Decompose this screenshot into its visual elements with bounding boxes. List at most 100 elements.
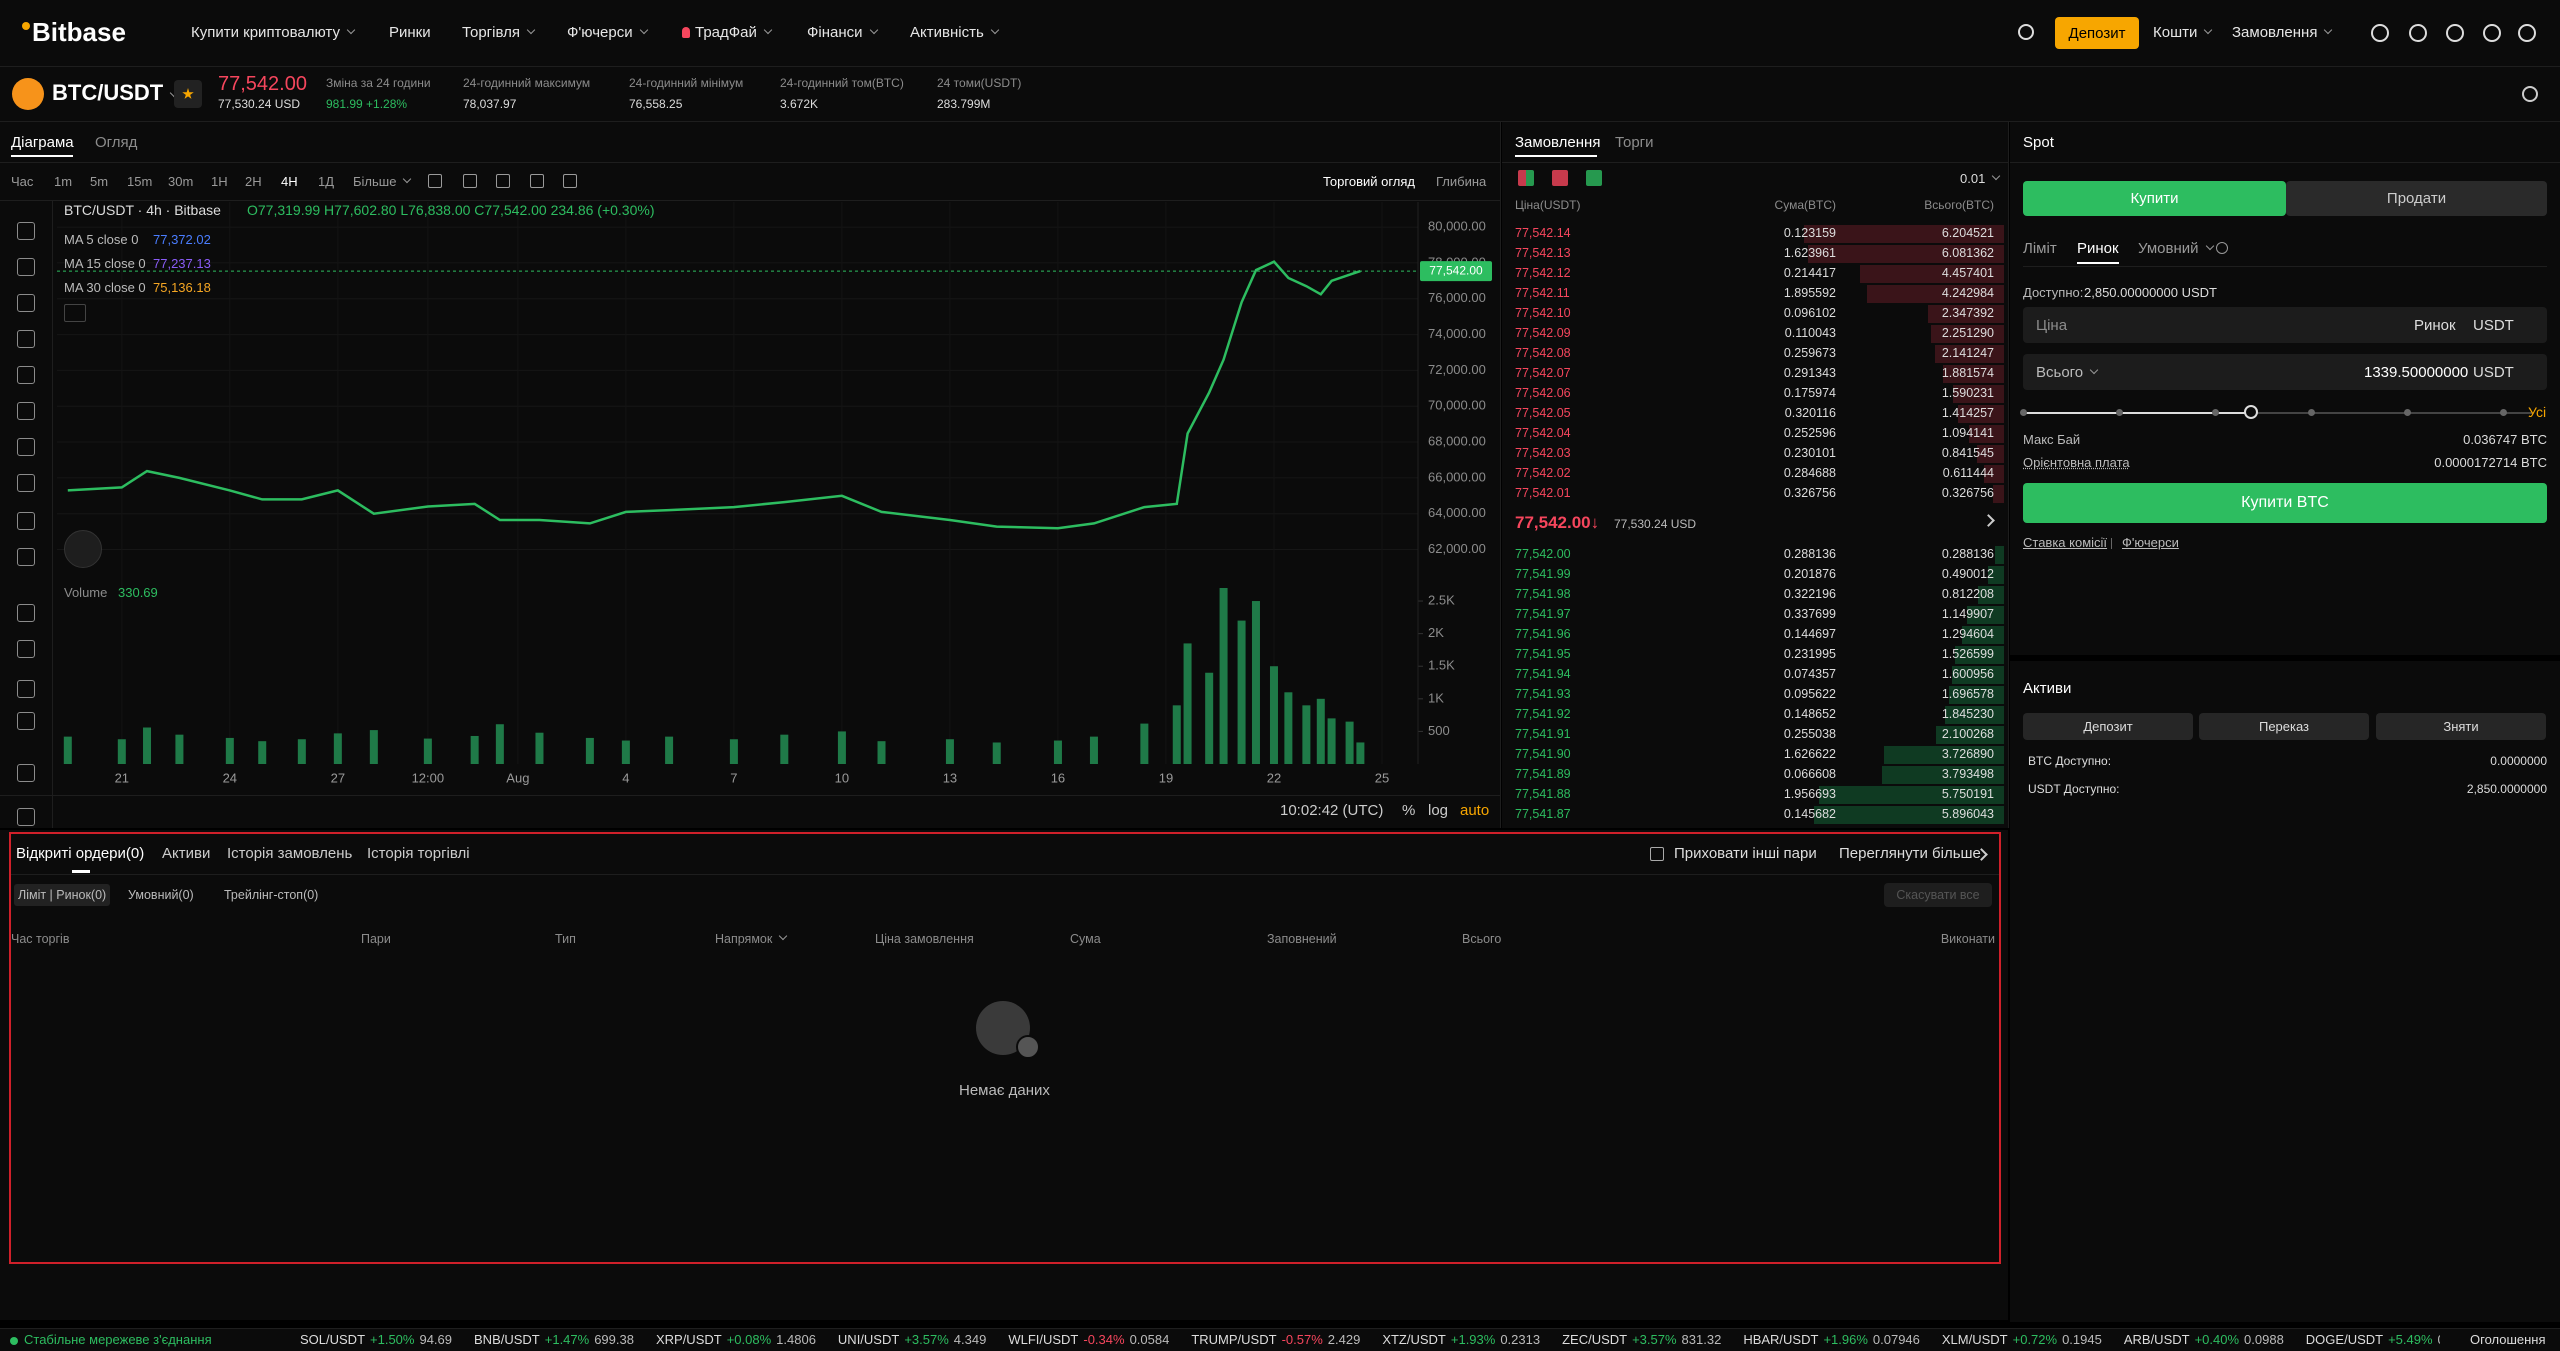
interval-button[interactable]: 1Д	[318, 174, 335, 189]
ob-price[interactable]: 77,541.97	[1515, 607, 1571, 621]
hide-pairs-label[interactable]: Приховати інші пари	[1674, 845, 1817, 862]
ob-price[interactable]: 77,542.11	[1515, 286, 1570, 300]
footer-ticker[interactable]: XLM/USDT +0.72% 0.1945	[1942, 1332, 2102, 1347]
ob-price[interactable]: 77,541.87	[1515, 807, 1571, 821]
ob-price[interactable]: 77,541.91	[1515, 727, 1571, 741]
orders-tab[interactable]: Історія замовлень	[227, 845, 353, 862]
toolbar-icon[interactable]	[530, 174, 544, 188]
nav-icon[interactable]	[2446, 24, 2464, 42]
ob-price[interactable]: 77,541.92	[1515, 707, 1571, 721]
toolbar-icon[interactable]	[463, 174, 477, 188]
buy-tab[interactable]: Купити	[2023, 181, 2286, 216]
order-type-tab[interactable]: Умовний	[2138, 240, 2213, 257]
nav-right-item[interactable]: Кошти	[2153, 24, 2211, 41]
ob-layout-toggle[interactable]	[1518, 170, 1534, 186]
nav-menu-item[interactable]: Ринки	[389, 24, 431, 41]
ob-price[interactable]: 77,542.07	[1515, 366, 1571, 380]
nav-menu-item[interactable]: Активність	[910, 24, 998, 41]
footer-ticker[interactable]: SOL/USDT +1.50% 94.69	[300, 1332, 452, 1347]
drawing-tool[interactable]	[17, 680, 35, 698]
ob-tick-size[interactable]: 0.01	[1960, 171, 1999, 186]
scale-option[interactable]: auto	[1460, 802, 1490, 819]
interval-button[interactable]: Час	[11, 174, 34, 189]
ob-price[interactable]: 77,542.05	[1515, 406, 1571, 420]
interval-button[interactable]: 1H	[211, 174, 228, 189]
ob-price[interactable]: 77,542.10	[1515, 306, 1571, 320]
ob-price[interactable]: 77,542.06	[1515, 386, 1571, 400]
nav-menu-item[interactable]: Торгівля	[462, 24, 534, 41]
nav-menu-item[interactable]: Фінанси	[807, 24, 877, 41]
ob-price[interactable]: 77,541.95	[1515, 647, 1571, 661]
slider-handle[interactable]	[2244, 405, 2258, 419]
nav-icon[interactable]	[2371, 24, 2389, 42]
ob-price[interactable]: 77,542.00	[1515, 547, 1571, 561]
ob-price[interactable]: 77,541.94	[1515, 667, 1571, 681]
ob-tab[interactable]: Замовлення	[1515, 134, 1601, 151]
all-button[interactable]: Усі	[2528, 404, 2547, 420]
chart-tab[interactable]: Діаграма	[11, 134, 74, 151]
interval-button[interactable]: 5m	[90, 174, 109, 189]
drawing-tool[interactable]	[17, 512, 35, 530]
nav-menu-item[interactable]: Ф'ючерси	[567, 24, 647, 41]
drawing-tool[interactable]	[17, 808, 35, 826]
asset-button[interactable]: Переказ	[2199, 713, 2369, 740]
interval-button[interactable]: 30m	[168, 174, 194, 189]
footer-ticker[interactable]: WLFI/USDT -0.34% 0.0584	[1008, 1332, 1169, 1347]
ob-price[interactable]: 77,541.96	[1515, 627, 1571, 641]
ob-price[interactable]: 77,542.14	[1515, 226, 1571, 240]
footer-ticker[interactable]: TRUMP/USDT -0.57% 2.429	[1191, 1332, 1360, 1347]
drawing-tool[interactable]	[17, 640, 35, 658]
footer-ticker[interactable]: HBAR/USDT +1.96% 0.07946	[1743, 1332, 1920, 1347]
collapse-button[interactable]	[64, 304, 86, 322]
ob-price[interactable]: 77,541.98	[1515, 587, 1571, 601]
view-more[interactable]: Переглянути більше	[1839, 845, 1981, 862]
orders-subtab[interactable]: Ліміт | Ринок(0)	[14, 884, 111, 906]
drawing-tool[interactable]	[17, 366, 35, 384]
interval-button[interactable]: 2H	[245, 174, 262, 189]
drawing-tool[interactable]	[17, 294, 35, 312]
cancel-all[interactable]: Скасувати все	[1884, 883, 1992, 907]
orders-tab[interactable]: Активи	[162, 845, 211, 862]
pair-name[interactable]: BTC/USDT	[52, 80, 177, 106]
orders-tab[interactable]: Історія торгівлі	[367, 845, 470, 862]
footer-ticker[interactable]: ZEC/USDT +3.57% 831.32	[1562, 1332, 1721, 1347]
nav-icon[interactable]	[2483, 24, 2501, 42]
orders-tab[interactable]: Відкриті ордери(0)	[16, 845, 145, 862]
nav-right-item[interactable]: Замовлення	[2232, 24, 2331, 41]
interval-button[interactable]: 4H	[281, 174, 298, 189]
interval-button[interactable]: 1m	[54, 174, 73, 189]
sell-tab[interactable]: Продати	[2286, 181, 2547, 216]
drawing-tool[interactable]	[17, 548, 35, 566]
drawing-tool[interactable]	[17, 474, 35, 492]
ob-price[interactable]: 77,541.88	[1515, 787, 1571, 801]
nav-menu-item[interactable]: Купити криптовалюту	[191, 24, 354, 41]
toolbar-icon[interactable]	[496, 174, 510, 188]
drawing-tool[interactable]	[17, 402, 35, 420]
drawing-tool[interactable]	[17, 764, 35, 782]
interval-button[interactable]: 15m	[127, 174, 153, 189]
nav-icon[interactable]	[2518, 24, 2536, 42]
footer-ticker[interactable]: ARB/USDT +0.40% 0.0988	[2124, 1332, 2284, 1347]
price-field[interactable]	[2023, 307, 2547, 343]
ob-price[interactable]: 77,542.08	[1515, 346, 1571, 360]
ob-price[interactable]: 77,542.12	[1515, 266, 1571, 280]
ob-price[interactable]: 77,541.93	[1515, 687, 1571, 701]
nav-menu-item[interactable]: ТрадФай	[695, 24, 771, 41]
ob-price[interactable]: 77,541.90	[1515, 747, 1571, 761]
ob-price[interactable]: 77,542.04	[1515, 426, 1571, 440]
settings-icon[interactable]	[2522, 86, 2538, 102]
nav-icon[interactable]	[2409, 24, 2427, 42]
interval-button[interactable]: Більше	[353, 174, 410, 189]
toolbar-icon[interactable]	[428, 174, 442, 188]
asset-button[interactable]: Депозит	[2023, 713, 2193, 740]
total-field[interactable]	[2023, 354, 2547, 390]
ob-price[interactable]: 77,542.01	[1515, 486, 1571, 500]
footer-ticker[interactable]: BNB/USDT +1.47% 699.38	[474, 1332, 634, 1347]
toolbar-icon[interactable]	[563, 174, 577, 188]
scale-option[interactable]: log	[1428, 802, 1449, 819]
futures-link[interactable]: Ф'ючерси	[2122, 535, 2179, 550]
drawing-tool[interactable]	[17, 222, 35, 240]
order-type-tab[interactable]: Ринок	[2077, 240, 2119, 257]
ob-layout-toggle[interactable]	[1586, 170, 1602, 186]
ob-price[interactable]: 77,542.02	[1515, 466, 1571, 480]
